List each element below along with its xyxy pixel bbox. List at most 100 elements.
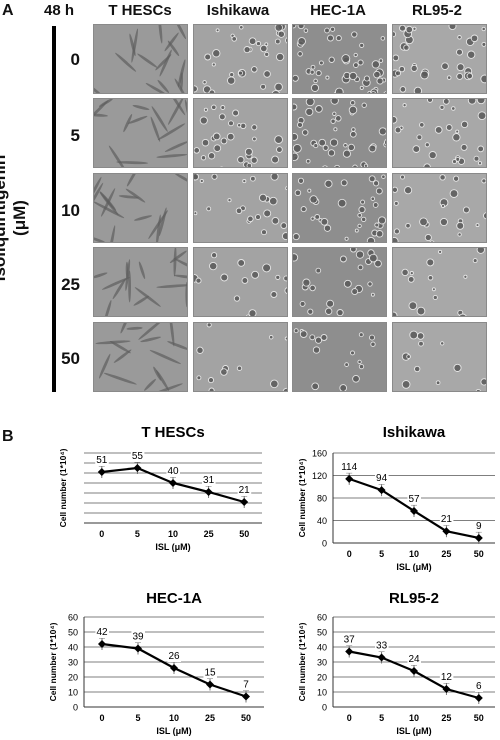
micrograph-2-4	[292, 322, 387, 392]
chart3-data-label: 37	[344, 635, 356, 646]
chart3-point	[345, 647, 354, 656]
chart0-data-label: 31	[203, 475, 215, 486]
chart0-x-tick: 5	[135, 529, 140, 539]
dose-10: 10	[61, 201, 80, 220]
micrograph-0-4	[93, 322, 188, 392]
col-head-ishikawa: Ishikawa	[206, 2, 270, 19]
chart1-label-bg	[340, 461, 359, 473]
chart3-point	[377, 653, 386, 662]
chart0-label-bg	[166, 466, 180, 477]
chart1-x-tick: 25	[441, 549, 451, 559]
chart2-ylabel: Cell number (1*10⁴)	[48, 622, 58, 701]
chart3-ylabel: Cell number (1*10⁴)	[297, 622, 307, 701]
chart3-title: RL95-2	[389, 590, 439, 607]
chart2-x-tick: 0	[99, 713, 104, 723]
chart1-y-tick: 80	[317, 494, 327, 504]
micrograph-1-1	[193, 98, 288, 168]
chart0-label-bg	[202, 475, 216, 486]
chart2-y-tick: 50	[68, 628, 78, 638]
chart0-point	[240, 498, 249, 506]
chart1-data-label: 94	[376, 473, 388, 484]
chart2-x-tick: 10	[169, 713, 179, 723]
dose-axis-bar	[52, 26, 56, 392]
chart0-data-label: 21	[239, 485, 251, 496]
micrograph-3-1	[392, 98, 487, 168]
chart1-y-tick: 120	[312, 471, 327, 481]
chart1-point	[474, 533, 483, 542]
chart1-label-bg	[375, 473, 389, 485]
chart1-y-tick: 0	[322, 539, 327, 549]
micrograph-2-2	[292, 173, 387, 243]
chart3-label-bg	[475, 681, 484, 692]
dose-0: 0	[70, 50, 80, 69]
micrograph-3-0	[392, 24, 487, 94]
chart1-y-tick: 160	[312, 449, 327, 459]
dose-50: 50	[61, 349, 80, 368]
chart1-data-label: 114	[341, 462, 357, 473]
micrograph-1-0	[193, 24, 288, 94]
chart3-xlabel: ISL (μM)	[396, 726, 431, 736]
time-label: 48 h	[44, 2, 75, 19]
chart3-y-tick: 0	[322, 703, 327, 713]
chart0-label-bg	[237, 485, 252, 496]
chart1-x-tick: 5	[379, 549, 384, 559]
chart2-xlabel: ISL (μM)	[156, 726, 191, 736]
chart2-x-tick: 5	[135, 713, 140, 723]
chart2-label-bg	[167, 651, 181, 662]
chart3-point	[410, 667, 418, 675]
chart0-label-bg	[130, 451, 145, 462]
chart1-x-tick: 10	[409, 549, 419, 559]
chart2-data-label: 42	[96, 627, 108, 638]
panel-a-letter: A	[2, 2, 14, 19]
chart3-point	[442, 685, 451, 693]
chart2-data-label: 26	[168, 651, 180, 662]
chart3-y-tick: 60	[317, 613, 327, 623]
chart3-x-tick: 50	[474, 713, 484, 723]
micrograph-1-4	[193, 322, 288, 392]
chart2-point	[134, 644, 142, 653]
micrograph-3-2	[392, 173, 487, 243]
chart2-y-tick: 30	[68, 658, 78, 668]
chart1-ylabel: Cell number (1*10⁴)	[297, 458, 307, 537]
chart1-x-tick: 50	[474, 549, 484, 559]
chart0-x-tick: 50	[239, 529, 249, 539]
chart0-point	[97, 468, 106, 476]
micrograph-1-3	[193, 247, 288, 317]
micrograph-3-3	[392, 247, 487, 317]
chart1-point	[442, 527, 451, 536]
chart1-point	[410, 506, 418, 515]
chart1-y-tick: 40	[317, 516, 327, 526]
chart0-title: T HESCs	[141, 424, 204, 441]
chart3-data-label: 6	[476, 681, 482, 692]
micrograph-0-0	[93, 24, 188, 94]
chart1-data-label: 57	[408, 494, 420, 505]
chart1-label-bg	[407, 493, 421, 505]
col-head-rl952: RL95-2	[411, 2, 463, 19]
chart3-label-bg	[407, 654, 421, 665]
chart1-x-tick: 0	[347, 549, 352, 559]
chart2-x-tick: 25	[205, 713, 215, 723]
chart3-label-bg	[342, 634, 357, 646]
chart3-label-bg	[375, 640, 389, 652]
chart2-data-label: 7	[243, 680, 249, 691]
chart2-data-label: 39	[132, 632, 144, 643]
chart2-y-tick: 10	[68, 688, 78, 698]
dose-25: 25	[61, 275, 80, 294]
chart3-data-label: 24	[408, 654, 420, 665]
chart3-x-tick: 5	[379, 713, 384, 723]
chart1-data-label: 21	[441, 514, 453, 525]
chart0-point	[204, 488, 213, 496]
chart0-xlabel: ISL (μM)	[155, 542, 190, 552]
chart3-x-tick: 0	[347, 713, 352, 723]
chart3-x-tick: 10	[409, 713, 419, 723]
chart1-label-bg	[439, 514, 454, 526]
chart0-data-label: 55	[132, 451, 144, 462]
chart2-label-bg	[242, 679, 251, 691]
chart2-point	[242, 692, 250, 701]
chart2-label-bg	[131, 631, 145, 643]
chart3-x-tick: 25	[441, 713, 451, 723]
micrograph-2-3	[292, 247, 387, 317]
chart1-point	[377, 486, 386, 495]
chart0-x-tick: 0	[99, 529, 104, 539]
